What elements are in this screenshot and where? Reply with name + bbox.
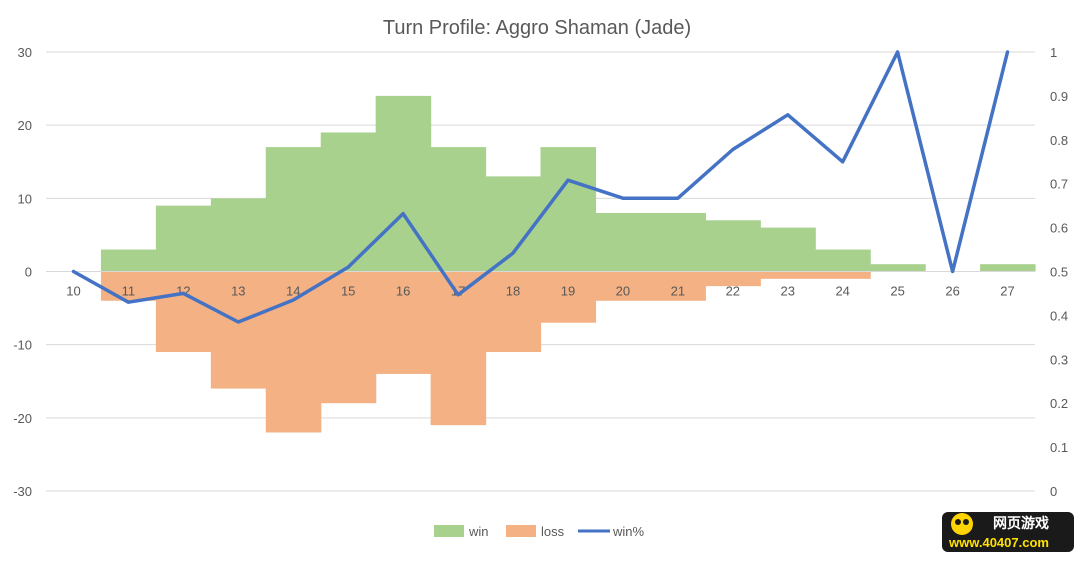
- bar-loss: [155, 271, 212, 352]
- x-tick-label: 16: [396, 284, 410, 299]
- x-tick-label: 26: [945, 284, 959, 299]
- x-tick-label: 13: [231, 284, 245, 299]
- y-right-tick-label: 0.4: [1050, 308, 1068, 323]
- watermark-logo: 网页游戏 www.40407.com: [942, 512, 1074, 552]
- bar-win: [815, 249, 871, 272]
- y-left-tick-label: 30: [18, 45, 32, 60]
- x-tick-label: 10: [66, 284, 80, 299]
- line-series: [71, 50, 1010, 324]
- bar-win: [210, 198, 267, 272]
- bar-loss: [595, 271, 651, 301]
- y-right-tick-label: 0.6: [1050, 221, 1068, 236]
- legend-label-win: win: [468, 524, 489, 539]
- bar-win: [155, 205, 212, 272]
- chart-title: Turn Profile: Aggro Shaman (Jade): [383, 17, 691, 39]
- x-tick-label: 22: [726, 284, 740, 299]
- y-left-tick-label: -10: [13, 338, 32, 353]
- y-left-tick-label: -30: [13, 484, 32, 499]
- y-left-tick-label: 10: [18, 191, 32, 206]
- y-right-tick-label: 0.9: [1050, 89, 1068, 104]
- x-tick-label: 14: [286, 284, 300, 299]
- x-tick-label: 23: [781, 284, 795, 299]
- y-right-tick-label: 0.1: [1050, 440, 1068, 455]
- bar-loss: [100, 271, 157, 301]
- bar-loss: [705, 271, 761, 287]
- y-left-tick-label: 0: [25, 265, 32, 280]
- x-tick-label: 25: [890, 284, 904, 299]
- legend-swatch-loss: [506, 525, 536, 537]
- x-tick-label: 19: [561, 284, 575, 299]
- watermark-plate: [942, 512, 1074, 552]
- bar-loss: [540, 271, 597, 323]
- x-tick-label: 27: [1000, 284, 1014, 299]
- legend-label-loss: loss: [541, 524, 565, 539]
- bar-loss: [375, 271, 432, 374]
- bar-loss: [430, 271, 487, 426]
- legend-swatch-win: [434, 525, 464, 537]
- legend-label-winpct: win%: [612, 524, 645, 539]
- bar-win: [430, 147, 487, 272]
- y-right-tick-label: 0.7: [1050, 177, 1068, 192]
- mascot-eye-right-icon: [963, 519, 969, 525]
- bar-win: [540, 147, 597, 272]
- bar-win: [760, 227, 816, 272]
- y-left-tick-label: -20: [13, 411, 32, 426]
- x-tick-label: 11: [122, 284, 136, 299]
- watermark-url: www.40407.com: [948, 535, 1049, 550]
- y-right-tick-label: 0.8: [1050, 133, 1068, 148]
- bar-win: [485, 176, 542, 272]
- watermark-top-text: 网页游戏: [993, 515, 1049, 531]
- bar-win: [320, 132, 377, 272]
- bar-win: [870, 264, 926, 272]
- bar-loss: [485, 271, 542, 352]
- bar-loss: [210, 271, 267, 389]
- x-tick-label: 18: [506, 284, 520, 299]
- bar-loss: [650, 271, 706, 301]
- x-tick-label: 15: [341, 284, 355, 299]
- bar-loss: [760, 271, 816, 279]
- mascot-icon: [951, 513, 973, 535]
- y-right-tick-label: 0.2: [1050, 396, 1068, 411]
- bar-win: [265, 147, 322, 272]
- y-right-tick-label: 0.3: [1050, 352, 1068, 367]
- bar-win: [705, 220, 761, 272]
- bar-loss: [815, 271, 871, 279]
- y-right-tick-label: 0: [1050, 484, 1057, 499]
- x-tick-label: 24: [835, 284, 849, 299]
- y-left-tick-labels: 30 20 10 0 -10 -20 -30: [13, 45, 32, 499]
- bar-loss: [320, 271, 377, 404]
- winpct-line: [71, 50, 1010, 324]
- y-right-tick-label: 1: [1050, 45, 1057, 60]
- bar-win: [595, 212, 651, 272]
- legend: win loss win%: [434, 524, 645, 539]
- bar-win: [100, 249, 157, 272]
- bar-series: [100, 95, 1036, 433]
- mascot-eye-left-icon: [955, 519, 961, 525]
- bar-win: [650, 212, 706, 272]
- y-left-tick-label: 20: [18, 118, 32, 133]
- x-tick-label: 20: [616, 284, 630, 299]
- x-axis-tick-labels: 10 11 12 13 14 15 16 17 18 19 20 21 22 23 24 25 26 27: [66, 284, 1015, 299]
- bar-win: [980, 264, 1036, 272]
- y-right-tick-labels: 1 0.9 0.8 0.7 0.6 0.5 0.4 0.3 0.2 0.1 0: [1050, 45, 1068, 499]
- x-tick-label: 21: [671, 284, 685, 299]
- y-right-tick-label: 0.5: [1050, 265, 1068, 280]
